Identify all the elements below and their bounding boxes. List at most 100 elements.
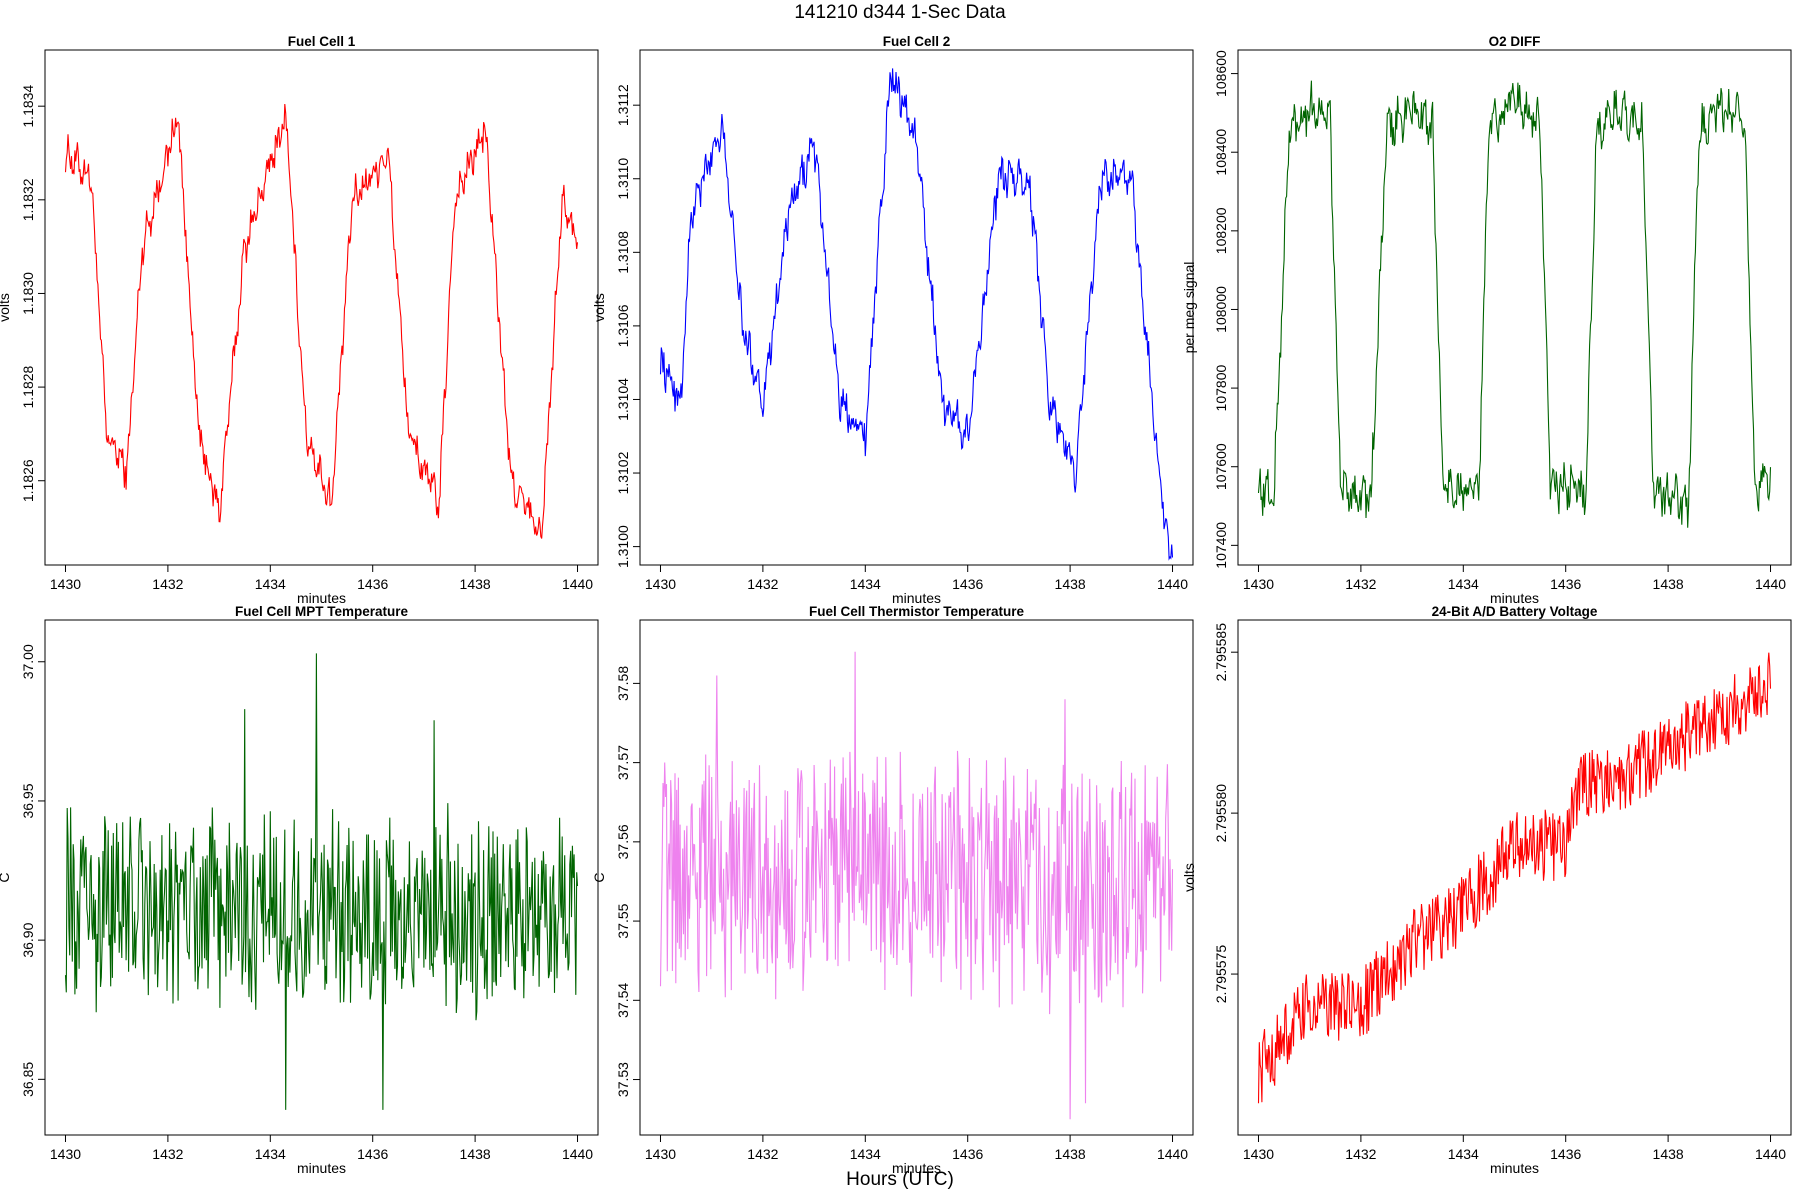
x-tick-label: 1434 — [1448, 576, 1479, 592]
x-tick-label: 1438 — [1055, 1146, 1086, 1162]
x-tick-label: 1430 — [645, 1146, 676, 1162]
x-tick-label: 1436 — [1550, 1146, 1581, 1162]
x-tick-label: 1432 — [152, 576, 183, 592]
panel-title: Fuel Cell MPT Temperature — [235, 604, 409, 619]
series-line — [1257, 652, 1772, 1104]
x-tick-label: 1440 — [1157, 576, 1188, 592]
x-tick-label: 1436 — [357, 576, 388, 592]
y-axis-label: volts — [1181, 863, 1197, 892]
series-line — [64, 103, 579, 539]
y-tick-label: 2.795575 — [1213, 945, 1229, 1004]
y-tick-label: 37.58 — [615, 666, 631, 701]
y-axis-label: volts — [0, 293, 12, 322]
plot-frame — [639, 619, 1194, 1136]
chart-panel-4: Fuel Cell MPT Temperature 1430 1432 1434 143… — [0, 604, 599, 1176]
x-tick-label: 1438 — [1055, 576, 1086, 592]
y-axis-label: C — [591, 872, 607, 882]
x-tick-label: 1440 — [1755, 1146, 1786, 1162]
y-axis-label: per meg signal — [1181, 262, 1197, 354]
x-tick-label: 1432 — [747, 1146, 778, 1162]
y-tick-label: 1.1832 — [20, 178, 36, 221]
y-tick-label: 107800 — [1213, 365, 1229, 412]
series-line — [659, 68, 1174, 561]
x-axis-label: minutes — [892, 1160, 941, 1176]
panel-title: Fuel Cell 2 — [883, 34, 951, 49]
y-tick-label: 37.56 — [615, 824, 631, 859]
y-tick-label: 37.57 — [615, 745, 631, 780]
x-tick-label: 1430 — [50, 576, 81, 592]
y-tick-label: 108200 — [1213, 207, 1229, 254]
y-tick-label: 37.53 — [615, 1062, 631, 1097]
x-tick-label: 1438 — [460, 576, 491, 592]
y-tick-label: 108000 — [1213, 286, 1229, 333]
y-tick-label: 1.3106 — [615, 304, 631, 347]
x-tick-label: 1440 — [1755, 576, 1786, 592]
y-tick-label: 108400 — [1213, 129, 1229, 176]
y-tick-label: 37.54 — [615, 983, 631, 1018]
panel-title: Fuel Cell Thermistor Temperature — [809, 604, 1025, 619]
figure-xlabel: Hours (UTC) — [846, 1169, 954, 1190]
y-tick-label: 1.3104 — [615, 378, 631, 421]
y-tick-label: 1.3112 — [615, 84, 631, 126]
x-tick-label: 1434 — [255, 1146, 286, 1162]
y-tick-label: 2.795585 — [1213, 623, 1229, 682]
series-line — [64, 653, 579, 1110]
panel-title: Fuel Cell 1 — [288, 34, 356, 49]
y-tick-label: 37.55 — [615, 903, 631, 938]
x-tick-label: 1434 — [850, 1146, 881, 1162]
chart-panel-1: Fuel Cell 1 1430 1432 1434 1436 1438 1440 minut… — [0, 34, 599, 606]
x-tick-label: 1436 — [357, 1146, 388, 1162]
y-tick-label: 1.3110 — [615, 158, 631, 200]
y-axis-label: volts — [591, 293, 607, 322]
x-tick-label: 1436 — [1550, 576, 1581, 592]
x-tick-label: 1438 — [460, 1146, 491, 1162]
y-tick-label: 1.1828 — [20, 365, 36, 408]
x-tick-label: 1438 — [1653, 1146, 1684, 1162]
x-tick-label: 1430 — [1243, 1146, 1274, 1162]
chart-panel-3: O2 DIFF 1430 1432 1434 1436 1438 1440 minutes 10… — [1181, 34, 1792, 606]
chart-panel-6: 24-Bit A/D Battery Voltage 1430 1432 1434 14… — [1181, 604, 1792, 1176]
plot-frame — [44, 619, 599, 1136]
y-tick-label: 1.3108 — [615, 231, 631, 274]
x-axis-label: minutes — [297, 1160, 346, 1176]
series-line — [1257, 80, 1772, 528]
y-tick-label: 36.95 — [20, 783, 36, 818]
chart-panel-5: Fuel Cell Thermistor Temperature 1430 1432… — [591, 604, 1194, 1176]
plot-frame — [639, 49, 1194, 566]
y-tick-label: 1.1830 — [20, 272, 36, 315]
x-tick-label: 1434 — [850, 576, 881, 592]
plot-frame — [1237, 49, 1792, 566]
x-tick-label: 1440 — [562, 1146, 593, 1162]
panel-title: O2 DIFF — [1489, 34, 1541, 49]
x-tick-label: 1440 — [1157, 1146, 1188, 1162]
x-tick-label: 1432 — [747, 576, 778, 592]
x-tick-label: 1436 — [952, 1146, 983, 1162]
x-tick-label: 1430 — [50, 1146, 81, 1162]
x-axis-label: minutes — [1490, 1160, 1539, 1176]
x-tick-label: 1432 — [1345, 576, 1376, 592]
x-tick-label: 1430 — [645, 576, 676, 592]
y-tick-label: 108600 — [1213, 50, 1229, 97]
x-tick-label: 1434 — [1448, 1146, 1479, 1162]
x-axis-label: minutes — [892, 590, 941, 606]
y-tick-label: 36.85 — [20, 1062, 36, 1097]
y-tick-label: 107600 — [1213, 443, 1229, 490]
y-tick-label: 1.3102 — [615, 451, 631, 494]
y-axis-label: C — [0, 872, 12, 882]
x-tick-label: 1432 — [1345, 1146, 1376, 1162]
x-tick-label: 1430 — [1243, 576, 1274, 592]
panel-title: 24-Bit A/D Battery Voltage — [1432, 604, 1598, 619]
x-tick-label: 1436 — [952, 576, 983, 592]
y-tick-label: 2.795580 — [1213, 784, 1229, 843]
y-tick-label: 1.1826 — [20, 459, 36, 502]
x-tick-label: 1432 — [152, 1146, 183, 1162]
plot-frame — [44, 49, 599, 566]
x-tick-label: 1434 — [255, 576, 286, 592]
x-tick-label: 1438 — [1653, 576, 1684, 592]
x-axis-label: minutes — [297, 590, 346, 606]
y-tick-label: 37.00 — [20, 644, 36, 679]
series-line — [659, 651, 1174, 1120]
plot-frame — [1237, 619, 1792, 1136]
y-tick-label: 107400 — [1213, 522, 1229, 569]
